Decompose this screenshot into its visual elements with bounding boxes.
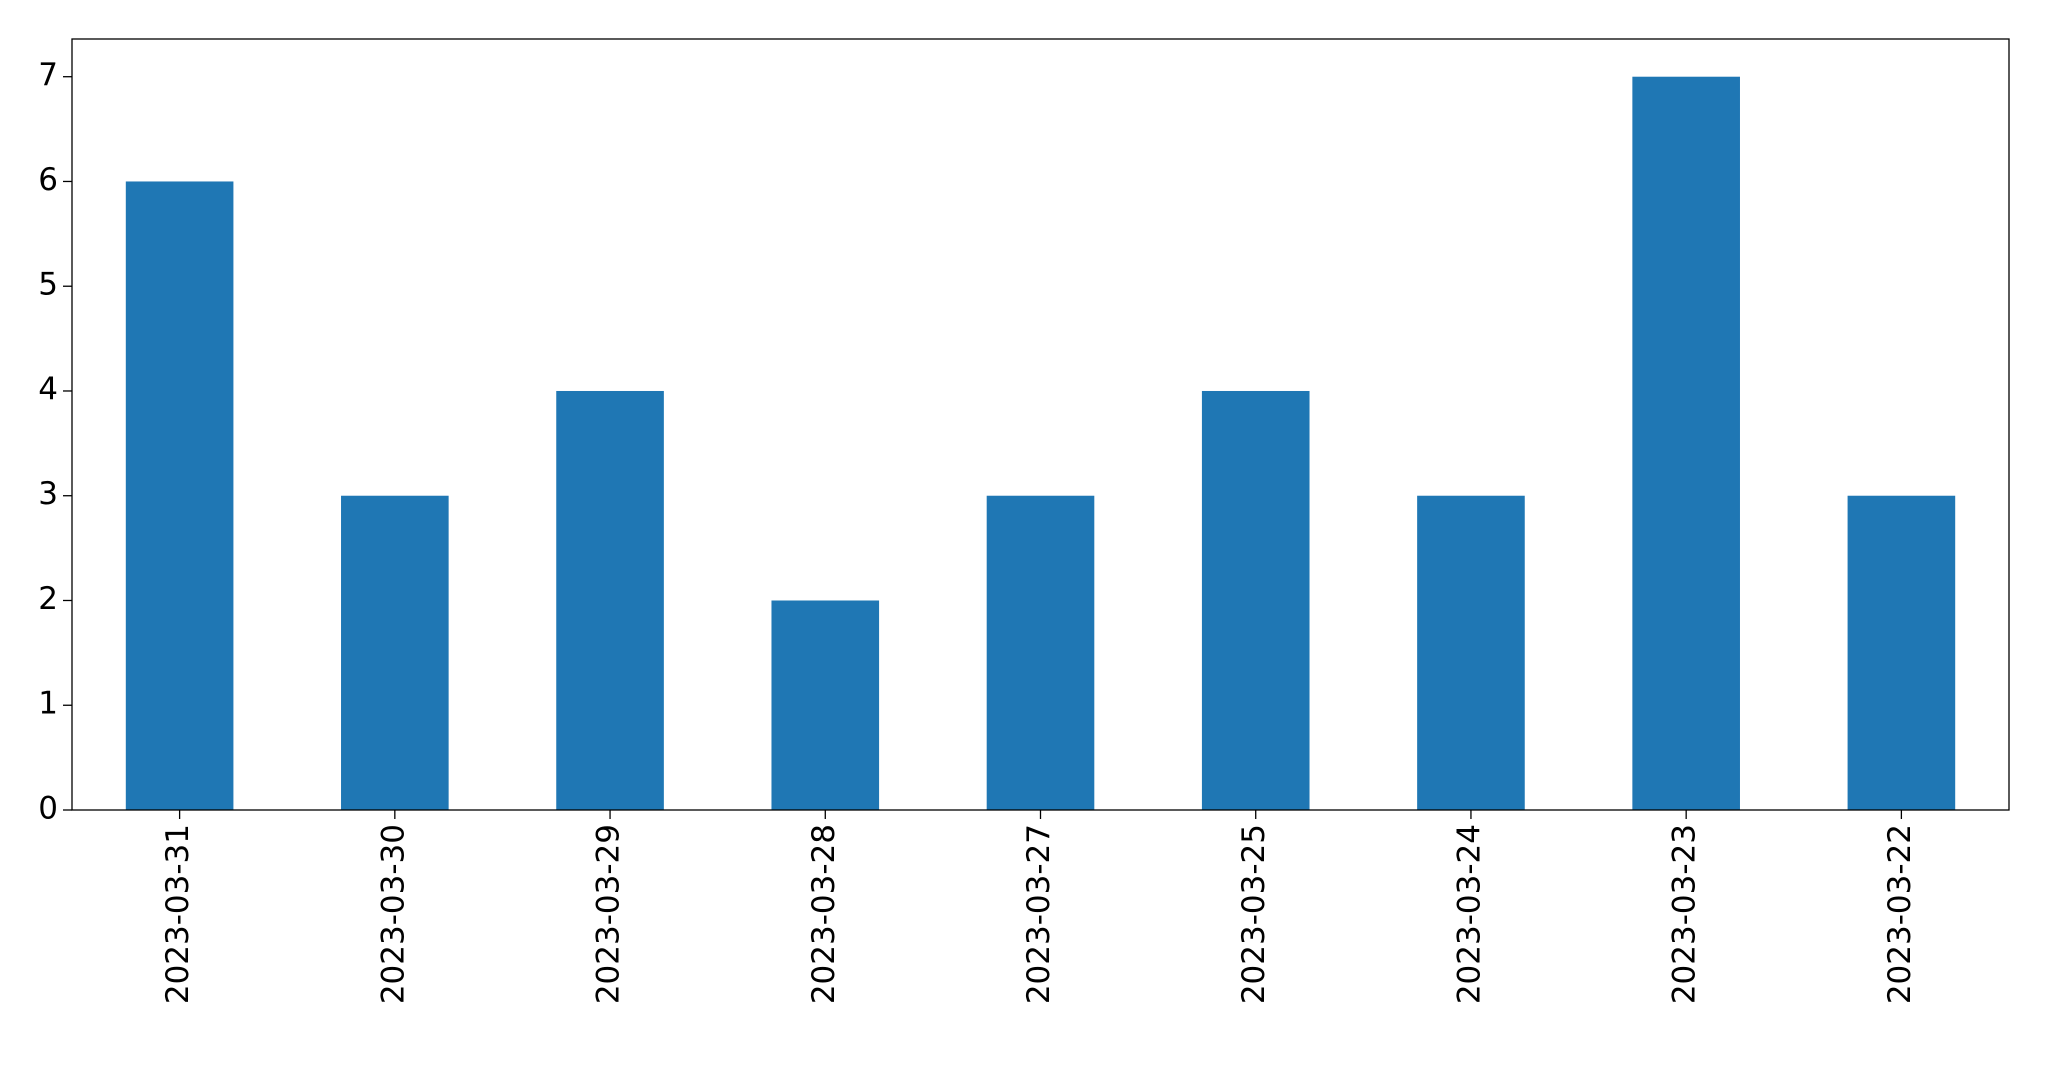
- y-tick-label: 3: [38, 476, 58, 512]
- bar: [341, 495, 449, 810]
- bar: [1201, 390, 1310, 810]
- bar: [986, 495, 1095, 810]
- plot-frame: [71, 38, 2010, 811]
- x-tick-label: 2023-03-25: [1236, 824, 1272, 1004]
- bar: [1417, 495, 1525, 810]
- x-tick-label: 2023-03-27: [1021, 824, 1057, 1004]
- y-tick-label: 0: [38, 791, 58, 827]
- x-tick-label: 2023-03-23: [1667, 824, 1703, 1004]
- bar: [1632, 76, 1740, 810]
- bar: [1847, 495, 1956, 810]
- y-tick-label: 2: [38, 581, 58, 617]
- x-tick-label: 2023-03-30: [375, 824, 411, 1004]
- bar: [771, 600, 880, 810]
- y-tick-label: 6: [38, 162, 58, 198]
- x-tick-label: 2023-03-31: [160, 824, 196, 1004]
- bar: [556, 390, 664, 810]
- x-tick-label: 2023-03-24: [1451, 824, 1487, 1004]
- x-tick-label: 2023-03-29: [591, 824, 627, 1004]
- x-tick-label: 2023-03-22: [1882, 824, 1918, 1004]
- x-tick-label: 2023-03-28: [806, 824, 842, 1004]
- y-tick-label: 7: [38, 57, 58, 93]
- bar: [125, 181, 234, 810]
- y-tick-label: 4: [38, 371, 58, 407]
- y-tick-label: 1: [38, 686, 58, 722]
- y-tick-label: 5: [38, 267, 58, 303]
